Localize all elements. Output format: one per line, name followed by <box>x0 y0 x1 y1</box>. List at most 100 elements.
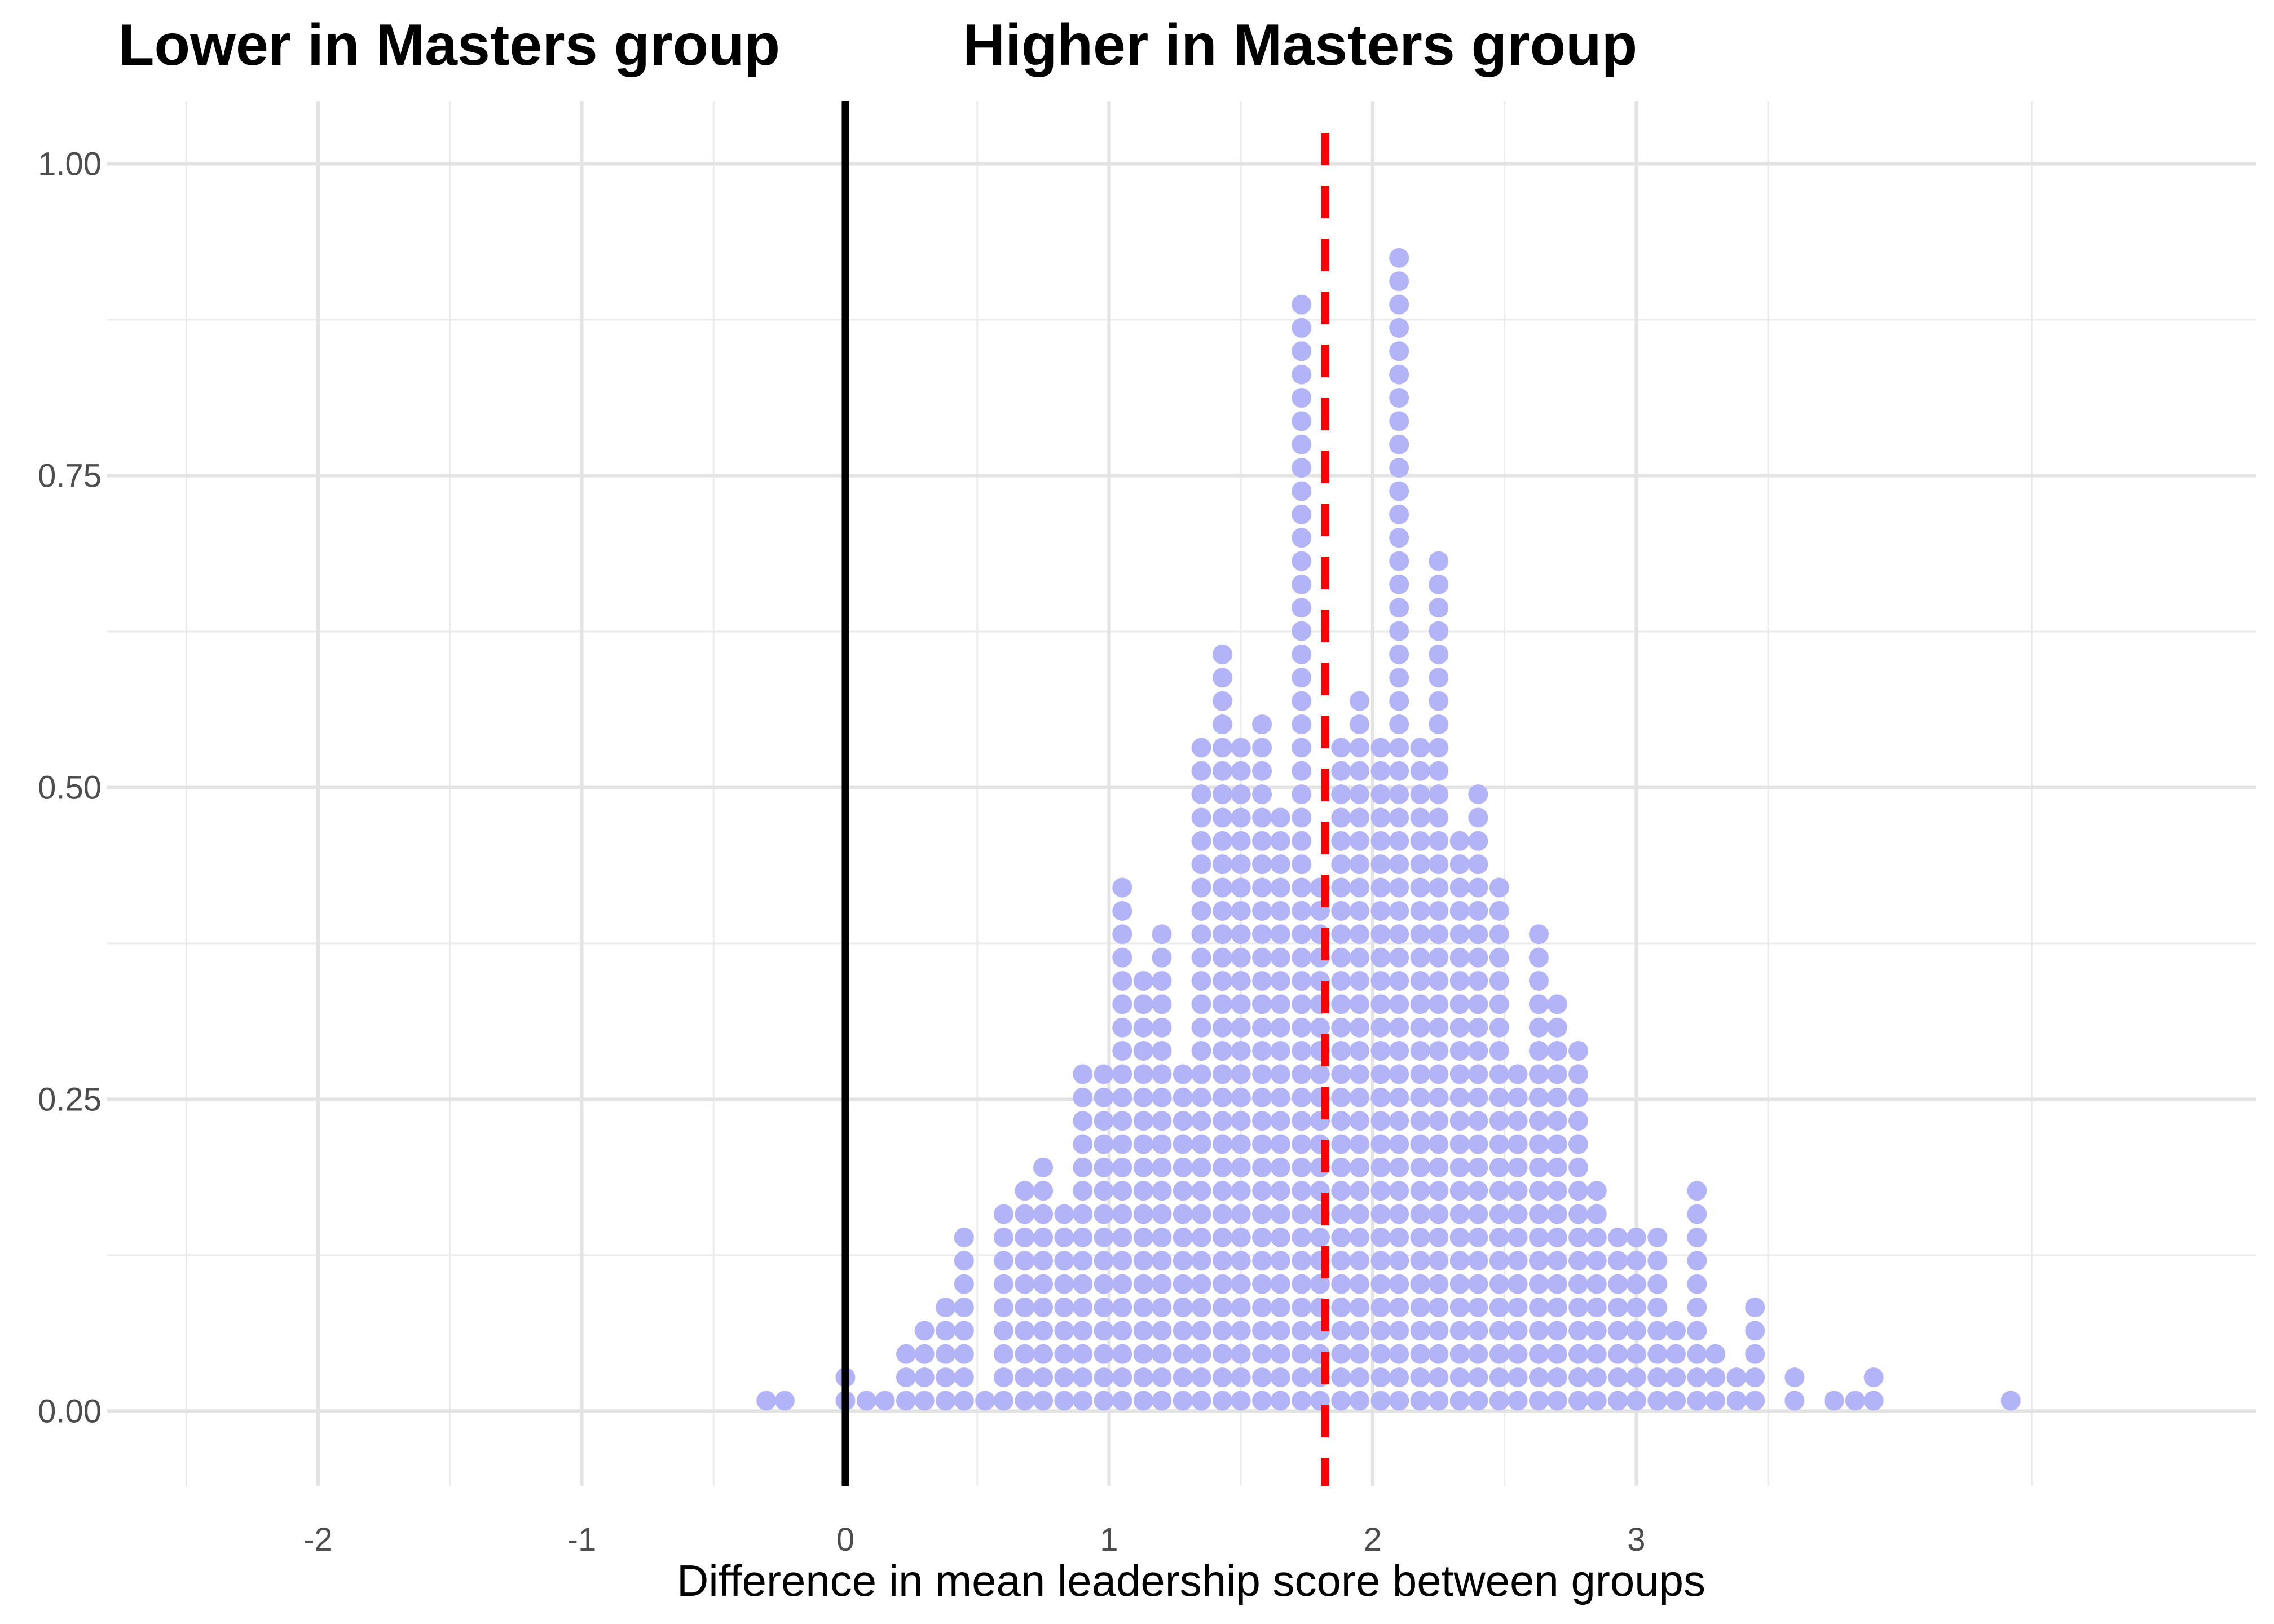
data-point <box>1468 1204 1488 1224</box>
data-point <box>1073 1064 1093 1084</box>
data-point <box>1389 1041 1409 1061</box>
data-point <box>1112 970 1132 991</box>
data-point <box>1292 784 1312 805</box>
data-point <box>1745 1321 1765 1341</box>
data-point <box>1212 761 1232 781</box>
data-point <box>1666 1367 1686 1388</box>
data-point <box>1389 924 1409 945</box>
data-point <box>1292 1017 1312 1038</box>
data-point <box>1350 714 1370 735</box>
data-point <box>1231 1321 1251 1341</box>
data-point <box>1054 1367 1074 1388</box>
data-point <box>1489 1087 1509 1107</box>
data-point <box>1468 901 1488 921</box>
data-point <box>1073 1391 1093 1411</box>
data-point <box>1292 901 1312 921</box>
data-point <box>1292 1181 1312 1201</box>
data-point <box>1726 1391 1747 1411</box>
data-point <box>1292 1298 1312 1318</box>
data-point <box>1389 1227 1409 1247</box>
data-point <box>1370 1227 1391 1247</box>
data-point <box>1528 1064 1549 1084</box>
data-point <box>1331 1157 1351 1177</box>
data-point <box>1331 1251 1351 1271</box>
data-point <box>1429 1321 1449 1341</box>
data-point <box>1292 1344 1312 1364</box>
data-point <box>1252 1204 1272 1224</box>
data-point <box>1784 1367 1805 1388</box>
data-point <box>914 1344 935 1364</box>
data-point <box>1410 1344 1430 1364</box>
data-point <box>1133 1157 1153 1177</box>
data-point <box>1094 1134 1114 1154</box>
data-point <box>1489 1017 1509 1038</box>
data-point <box>1252 877 1272 898</box>
data-point <box>1370 1064 1391 1084</box>
data-point <box>1270 1274 1290 1294</box>
data-point <box>1410 1367 1430 1388</box>
data-point <box>1331 1017 1351 1038</box>
data-point <box>1270 1391 1290 1411</box>
data-point <box>1687 1344 1707 1364</box>
data-point <box>1468 1017 1488 1038</box>
data-point <box>1389 1017 1409 1038</box>
data-point <box>1292 668 1312 688</box>
data-point <box>1292 551 1312 571</box>
data-point <box>1389 831 1409 851</box>
data-point <box>1489 1064 1509 1084</box>
data-point <box>1586 1204 1607 1224</box>
data-point <box>1429 598 1449 618</box>
data-point <box>1626 1227 1646 1247</box>
data-point <box>1331 1391 1351 1411</box>
data-point <box>1350 1087 1370 1107</box>
data-point <box>1212 644 1232 664</box>
data-point <box>1468 947 1488 968</box>
data-point <box>1449 1017 1470 1038</box>
data-point <box>1212 1367 1232 1388</box>
data-point <box>1231 970 1251 991</box>
data-point <box>1528 1181 1549 1201</box>
data-point <box>1528 1041 1549 1061</box>
tick-labels: -2 -1 0 1 2 3 0.00 0.25 0.50 0.75 1.00 <box>38 146 1645 1558</box>
data-point <box>1508 1321 1528 1341</box>
data-point <box>1152 1251 1172 1271</box>
data-point <box>1350 1134 1370 1154</box>
data-point <box>1449 1298 1470 1318</box>
data-point <box>1231 831 1251 851</box>
data-point <box>1191 784 1211 805</box>
data-point <box>1212 1321 1232 1341</box>
data-point <box>1152 1391 1172 1411</box>
data-point <box>1212 1274 1232 1294</box>
data-point <box>1666 1391 1686 1411</box>
data-point <box>1073 1111 1093 1131</box>
data-point <box>1449 1251 1470 1271</box>
data-point <box>1015 1321 1035 1341</box>
data-point <box>1547 1344 1567 1364</box>
data-point <box>993 1298 1013 1318</box>
data-point <box>1252 1064 1272 1084</box>
data-point <box>1508 1134 1528 1154</box>
data-point <box>1252 1227 1272 1247</box>
data-point <box>1212 784 1232 805</box>
data-point <box>1191 831 1211 851</box>
data-point <box>1133 1367 1153 1388</box>
data-point <box>1033 1298 1054 1318</box>
data-point <box>1370 1298 1391 1318</box>
data-point <box>1112 1227 1132 1247</box>
data-point <box>1449 1204 1470 1224</box>
data-point <box>1133 1298 1153 1318</box>
data-point <box>1191 1391 1211 1411</box>
data-point <box>1152 1298 1172 1318</box>
data-point <box>1270 1298 1290 1318</box>
data-point <box>1449 1227 1470 1247</box>
data-point <box>1015 1274 1035 1294</box>
data-point <box>1429 877 1449 898</box>
data-point <box>1489 994 1509 1014</box>
data-point <box>1449 994 1470 1014</box>
data-point <box>1410 807 1430 828</box>
data-point <box>1370 924 1391 945</box>
data-point <box>1212 924 1232 945</box>
data-point <box>1489 1367 1509 1388</box>
data-point <box>1054 1391 1074 1411</box>
data-point <box>1370 1181 1391 1201</box>
